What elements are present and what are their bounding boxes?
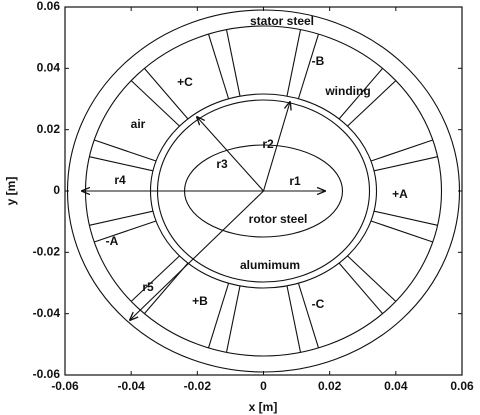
y-tick-label: -0.06 xyxy=(33,367,61,381)
tooth-edge xyxy=(89,156,154,172)
annotation: winding xyxy=(324,84,370,98)
annotation: air xyxy=(131,117,146,131)
tooth-edge xyxy=(89,210,154,226)
tooth-edge xyxy=(225,285,241,353)
tooth-edge xyxy=(370,139,433,162)
x-tick-label: 0.06 xyxy=(450,379,474,393)
y-tick-label: 0 xyxy=(53,183,60,197)
y-tick-label: 0.02 xyxy=(37,122,61,136)
x-tick-label: -0.04 xyxy=(117,379,145,393)
x-tick-label: 0.02 xyxy=(318,379,342,393)
tooth-edge xyxy=(143,68,189,120)
annotation: rotor steel xyxy=(249,212,308,226)
arrow-r2 xyxy=(262,102,291,192)
annotation: alumimum xyxy=(240,258,300,272)
x-tick-label: 0.04 xyxy=(384,379,408,393)
tooth-edge xyxy=(225,29,241,97)
annotation: r3 xyxy=(216,157,228,171)
tooth-edge xyxy=(347,255,397,302)
x-tick-label: 0 xyxy=(260,379,267,393)
annotation: +B xyxy=(192,294,208,308)
annotation: r1 xyxy=(289,174,301,188)
annotation: r2 xyxy=(262,137,274,151)
arrow-r5 xyxy=(130,190,264,320)
annotation: +A xyxy=(392,187,408,201)
tooth-edge xyxy=(338,262,384,314)
annotation: -C xyxy=(312,297,325,311)
tooth-edge xyxy=(94,139,157,162)
tooth-edge xyxy=(207,33,230,99)
y-axis-label: y [m] xyxy=(4,177,18,206)
tooth-edge xyxy=(286,285,302,353)
annotation: stator steel xyxy=(250,14,314,28)
tooth-edge xyxy=(207,283,230,349)
tooth-edge xyxy=(130,255,180,302)
tooth-edge xyxy=(373,156,438,172)
y-tick-label: 0.06 xyxy=(37,0,61,13)
x-tick-label: -0.02 xyxy=(184,379,212,393)
tooth-edge xyxy=(130,80,180,127)
tooth-edge xyxy=(338,68,384,120)
x-axis-label: x [m] xyxy=(249,400,278,414)
tooth-edge xyxy=(373,210,438,226)
tooth-edge xyxy=(297,283,320,349)
tooth-edge xyxy=(370,220,433,243)
annotation: +C xyxy=(177,75,193,89)
tooth-edge xyxy=(94,220,157,243)
x-tick-label: -0.06 xyxy=(51,379,79,393)
y-tick-label: -0.02 xyxy=(33,245,61,259)
tooth-edge xyxy=(347,80,397,127)
annotation: -B xyxy=(312,54,325,68)
tooth-edge xyxy=(286,29,302,97)
annotation: r5 xyxy=(142,280,154,294)
tooth-edge xyxy=(297,33,320,99)
annotation: r4 xyxy=(114,173,126,187)
y-tick-label: 0.04 xyxy=(37,61,61,75)
radius-arrows xyxy=(82,102,325,320)
annotation: -A xyxy=(106,234,119,248)
y-tick-label: -0.04 xyxy=(33,306,61,320)
arrow-r3 xyxy=(197,117,264,192)
